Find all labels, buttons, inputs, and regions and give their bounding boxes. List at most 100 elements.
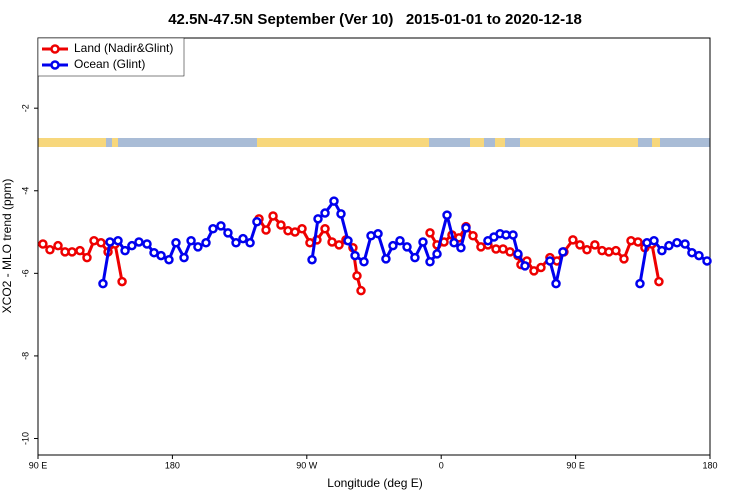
point (388, 240, 398, 251)
point (664, 240, 674, 251)
point (545, 256, 555, 266)
point (171, 238, 181, 248)
point (575, 240, 585, 250)
point (508, 230, 518, 240)
y-tick-label: -10 (20, 432, 30, 445)
point (442, 210, 452, 220)
point (425, 228, 435, 238)
point (186, 235, 196, 246)
point (654, 276, 664, 287)
point (350, 250, 360, 261)
point (201, 238, 211, 248)
point (505, 247, 515, 257)
point (117, 276, 127, 287)
point (456, 242, 466, 253)
point (536, 262, 546, 273)
point (694, 250, 704, 261)
point (208, 223, 218, 234)
point (334, 240, 344, 250)
point (307, 254, 317, 265)
point (142, 239, 152, 249)
point (356, 285, 366, 296)
point (134, 237, 144, 247)
point (352, 271, 362, 281)
point (113, 235, 123, 246)
point (702, 256, 712, 266)
point (38, 239, 48, 249)
point (45, 245, 55, 255)
y-tick-label: -4 (20, 187, 30, 195)
point (582, 245, 592, 255)
point (402, 242, 412, 252)
point (231, 238, 241, 248)
point (238, 233, 248, 244)
point (193, 242, 203, 252)
x-tick-label: 90 W (296, 460, 318, 470)
y-axis-label: XCO2 - MLO trend (ppm) (0, 179, 14, 314)
point (252, 216, 262, 227)
point (127, 240, 137, 251)
x-tick-label: 90 E (29, 460, 48, 470)
point (156, 250, 166, 261)
point (551, 278, 561, 289)
point (164, 254, 174, 265)
point (649, 235, 659, 246)
plot-frame (37, 37, 711, 456)
point (53, 240, 63, 251)
point (520, 261, 530, 271)
point (395, 235, 405, 246)
point (67, 247, 77, 257)
point (373, 228, 383, 239)
x-tick-label: 0 (439, 460, 444, 470)
legend-marker (50, 44, 60, 54)
point (513, 249, 523, 259)
y-tick-label: -6 (20, 269, 30, 277)
point (276, 220, 286, 230)
point (657, 245, 667, 256)
land-ocean-strip (38, 138, 710, 147)
point (633, 237, 643, 247)
point (290, 227, 300, 237)
point (336, 209, 346, 219)
point (216, 221, 226, 231)
point (313, 214, 323, 224)
point (680, 239, 690, 249)
point (461, 223, 471, 233)
chart-title: 42.5N-47.5N September (Ver 10) 2015-01-0… (168, 11, 582, 28)
point (179, 252, 189, 263)
point (558, 247, 568, 257)
y-tick-label: -8 (20, 352, 30, 360)
point (359, 257, 369, 267)
point (468, 231, 478, 241)
point (223, 228, 233, 238)
point (261, 225, 271, 235)
point (329, 196, 339, 206)
legend-marker (50, 60, 60, 70)
point (529, 266, 539, 276)
point (268, 211, 278, 221)
point (120, 245, 130, 256)
point (425, 257, 435, 267)
point (432, 249, 442, 259)
point (320, 208, 330, 218)
point (418, 237, 428, 247)
point (75, 245, 85, 256)
point (320, 223, 330, 234)
legend-label: Ocean (Glint) (74, 57, 145, 71)
point (105, 237, 115, 247)
point (672, 238, 682, 248)
point (611, 245, 621, 256)
x-tick-label: 90 E (566, 460, 585, 470)
point (82, 252, 92, 263)
point (568, 235, 578, 245)
legend-box (37, 37, 185, 77)
point (635, 278, 645, 289)
point (619, 254, 629, 264)
y-tick-label: -2 (20, 104, 30, 112)
point (96, 238, 106, 248)
x-tick-label: 180 (165, 460, 180, 470)
point (245, 238, 255, 248)
x-tick-label: 180 (702, 460, 717, 470)
